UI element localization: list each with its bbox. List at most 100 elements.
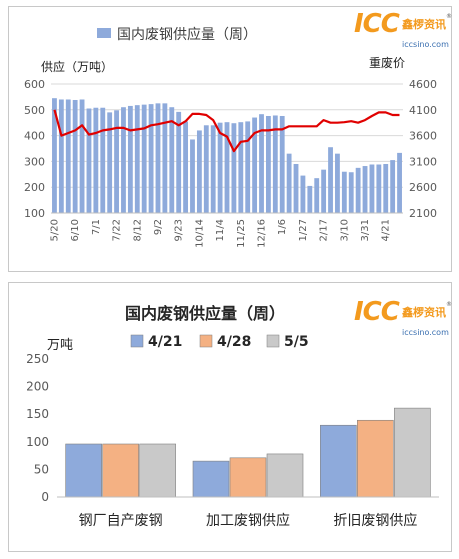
price-line [53,109,400,153]
supply-bar [272,115,278,213]
y-left-tick-label: 500 [24,104,45,117]
group-bar [102,443,139,498]
supply-bar [176,111,182,213]
category-label: 加工废钢供应 [206,512,290,529]
y-tick-label: 200 [26,380,49,394]
x-tick-label: 4/21 [381,219,392,241]
x-tick-label: 6/10 [70,219,81,241]
supply-bar [383,163,389,213]
y-right-tick-label: 4100 [409,104,437,117]
supply-breakdown-chart-panel: ICC 鑫椤资讯® iccsino.com 国内废钢供应量（周） 万吨 4/21 4/… [8,282,452,552]
supply-bar [114,110,119,213]
y-axis-left-label: 供应（万吨） [41,59,113,74]
supply-bar [127,105,133,213]
category-label: 折旧废钢供应 [333,512,417,529]
supply-bar [224,122,230,213]
category-label: 钢厂自产废钢 [79,513,163,529]
legend-label: 4/28 [217,334,251,350]
x-tick-label: 7/1 [91,219,102,235]
y-right-tick-label: 2100 [409,207,437,220]
supply-bar [307,185,313,213]
supply-bar [252,117,258,213]
supply-bar [300,175,306,213]
y-tick-label: 0 [41,490,49,504]
y-right-tick-label: 3600 [409,130,437,143]
supply-bar [141,104,147,213]
supply-bar [335,153,340,213]
supply-bar [210,125,216,213]
x-tick-label: 5/20 [49,219,60,241]
supply-breakdown-bar-chart: 国内废钢供应量（周） 万吨 4/21 4/28 5/5 0 50 100 150 200 250 钢厂… [26,304,439,529]
supply-bar [348,172,354,213]
legend-label: 4/21 [148,334,182,350]
supply-bar [93,107,99,213]
x-tick-label: 7/22 [112,219,123,241]
icc-logo: ICC 鑫椤资讯® iccsino.com [354,9,452,49]
group-bar [394,407,431,498]
supply-bar [52,98,57,213]
group-bar [65,443,102,498]
x-tick-label: 9/2 [153,219,164,235]
y-right-tick-label: 4600 [409,78,437,91]
supply-bar [196,130,202,213]
x-tick-label: 9/23 [174,219,185,241]
supply-bar [328,147,333,213]
group-bar [139,443,176,498]
supply-price-combo-chart: 国内废钢供应量（周） 供应（万吨） 重废价 100 200 300 400 500 600 210… [24,26,437,248]
supply-bar [203,125,209,213]
legend-swatch [199,334,213,348]
supply-bar [169,107,175,213]
supply-bar [107,112,113,213]
y-left-tick-label: 600 [24,78,45,91]
supply-bar [390,160,396,213]
y-tick-label: 250 [26,352,49,366]
supply-bar [86,108,92,213]
y-axis-right-label: 重废价 [369,55,405,70]
supply-bar [369,164,375,213]
supply-bar [155,103,161,213]
supply-bar [72,99,78,213]
x-tick-label: 1/6 [277,219,288,235]
supply-bar [341,171,347,213]
legend-swatch-supply [97,28,111,38]
y-axis-label: 万吨 [47,338,73,353]
x-tick-label: 2/17 [319,219,330,241]
supply-bar [293,163,299,213]
supply-bar [238,122,244,213]
supply-bar [362,166,368,213]
legend-label: 5/5 [284,334,309,350]
supply-bar [397,152,402,213]
group-bar [320,424,357,498]
supply-bar [65,99,71,213]
supply-bar [190,139,195,213]
group-bar [266,453,304,498]
group-bar [192,460,230,498]
supply-bar [245,121,251,213]
y-left-tick-label: 300 [24,155,45,168]
supply-bar [321,169,327,213]
legend-swatch [130,334,144,348]
y-tick-label: 100 [26,435,49,449]
supply-bar [259,114,264,213]
supply-bar [121,107,126,213]
x-tick-label: 12/16 [257,219,268,248]
x-tick-label: 1/27 [298,219,309,241]
supply-bar [217,122,223,213]
supply-bar [376,164,382,213]
weekly-supply-price-chart-panel: ICC 鑫椤资讯® iccsino.com 国内废钢供应量（周） 供应（万吨） 重废… [8,6,452,272]
chart-title: 国内废钢供应量（周） [117,26,257,43]
chart-title: 国内废钢供应量（周） [125,304,285,323]
y-right-tick-label: 2600 [409,181,437,194]
supply-bar [265,115,271,213]
y-right-tick-label: 3100 [409,155,437,168]
y-left-tick-label: 400 [24,130,45,143]
supply-bar [183,121,189,213]
x-tick-label: 11/25 [236,219,247,248]
supply-bar [279,115,285,213]
x-tick-label: 3/31 [360,219,371,241]
x-tick-label: 8/12 [132,219,143,241]
supply-bar [148,104,154,213]
supply-bar [100,107,106,213]
x-tick-label: 3/10 [339,219,350,241]
supply-bar [162,103,168,213]
